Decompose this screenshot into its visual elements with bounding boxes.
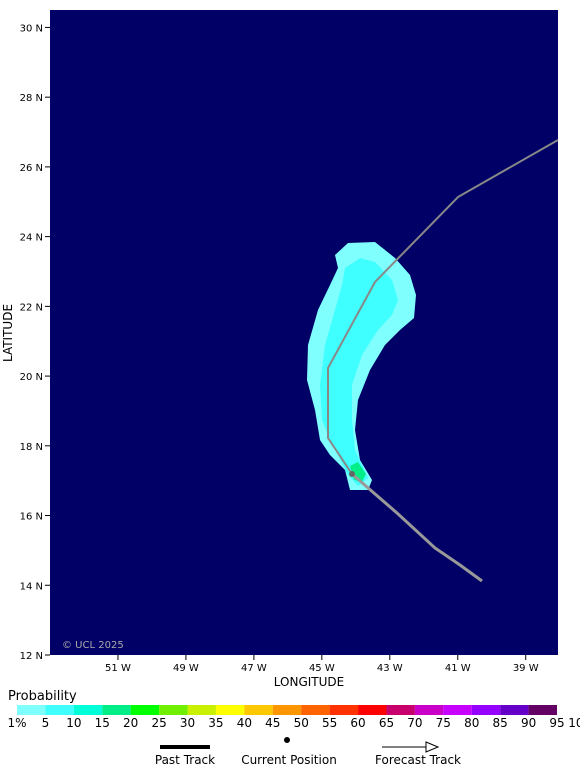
y-tick-label: 14 N bbox=[20, 581, 43, 592]
y-tick-label: 12 N bbox=[20, 651, 43, 662]
colorbar-label: 85 bbox=[493, 716, 508, 730]
colorbar-label: 30 bbox=[180, 716, 195, 730]
x-tick-label: 43 W bbox=[377, 663, 403, 674]
y-tick-label: 16 N bbox=[20, 512, 43, 523]
y-tick-label: 26 N bbox=[20, 163, 43, 174]
colorbar-cell bbox=[159, 705, 188, 715]
colorbar-label: 40 bbox=[237, 716, 252, 730]
past-track bbox=[351, 472, 483, 583]
colorbar-cell bbox=[500, 705, 529, 715]
colorbar-cell bbox=[301, 705, 330, 715]
colorbar-label: 25 bbox=[151, 716, 166, 730]
colorbar-cell bbox=[215, 705, 245, 715]
legend-title: Probability bbox=[8, 689, 77, 704]
colorbar-label: 75 bbox=[436, 716, 451, 730]
colorbar-cell bbox=[386, 705, 415, 715]
colorbar-cell bbox=[244, 705, 273, 715]
colorbar-label: 55 bbox=[322, 716, 337, 730]
colorbar-cell bbox=[443, 705, 472, 715]
colorbar-label: 80 bbox=[464, 716, 479, 730]
x-tick-label: 45 W bbox=[309, 663, 335, 674]
colorbar-cell bbox=[130, 705, 160, 715]
colorbar-cell bbox=[187, 705, 216, 715]
x-tick-label: 49 W bbox=[173, 663, 199, 674]
track-key-label: Forecast Track bbox=[375, 753, 461, 767]
y-tick-label: 28 N bbox=[20, 93, 43, 104]
current-position-key bbox=[284, 737, 290, 743]
colorbar-label: 95 bbox=[549, 716, 564, 730]
forecast-arrow bbox=[425, 741, 440, 753]
x-tick-label: 47 W bbox=[241, 663, 267, 674]
colorbar-cell bbox=[102, 705, 131, 715]
y-tick-label: 22 N bbox=[20, 302, 43, 313]
colorbar-label: 10 bbox=[66, 716, 81, 730]
y-tick-label: 30 N bbox=[20, 23, 43, 34]
colorbar-label: 50 bbox=[294, 716, 309, 730]
y-tick-label: 20 N bbox=[20, 372, 43, 383]
x-tick-label: 51 W bbox=[105, 663, 131, 674]
colorbar-cell bbox=[73, 705, 103, 715]
colorbar-cell bbox=[358, 705, 387, 715]
colorbar-cell bbox=[471, 705, 501, 715]
prob-mid bbox=[320, 258, 398, 486]
colorbar-cell bbox=[272, 705, 302, 715]
colorbar-label: 1% bbox=[7, 716, 26, 730]
colorbar-label: 45 bbox=[265, 716, 280, 730]
map-area bbox=[50, 10, 558, 655]
colorbar-cell bbox=[329, 705, 359, 715]
colorbar-label: 60 bbox=[350, 716, 365, 730]
colorbar-label: 70 bbox=[407, 716, 422, 730]
copyright: © UCL 2025 bbox=[62, 640, 124, 651]
colorbar-cell bbox=[45, 705, 74, 715]
colorbar-cell bbox=[17, 705, 46, 715]
x-axis-label: LONGITUDE bbox=[274, 675, 344, 689]
track-key-label: Current Position bbox=[241, 753, 337, 767]
colorbar-label: 20 bbox=[123, 716, 138, 730]
track-key-label: Past Track bbox=[155, 753, 215, 767]
colorbar-cell bbox=[414, 705, 444, 715]
colorbar-label: 5 bbox=[42, 716, 50, 730]
colorbar-label: 35 bbox=[208, 716, 223, 730]
y-axis-label: LATITUDE bbox=[1, 304, 15, 362]
colorbar-cell bbox=[528, 705, 557, 715]
colorbar-label: 65 bbox=[379, 716, 394, 730]
colorbar-label: 90 bbox=[521, 716, 536, 730]
y-tick-label: 24 N bbox=[20, 233, 43, 244]
x-tick-label: 41 W bbox=[445, 663, 471, 674]
forecast-track bbox=[327, 139, 559, 475]
colorbar-label: 15 bbox=[95, 716, 110, 730]
x-tick-label: 39 W bbox=[513, 663, 539, 674]
current-position bbox=[349, 471, 355, 477]
colorbar-label: 100% bbox=[568, 716, 580, 730]
y-tick-label: 18 N bbox=[20, 442, 43, 453]
